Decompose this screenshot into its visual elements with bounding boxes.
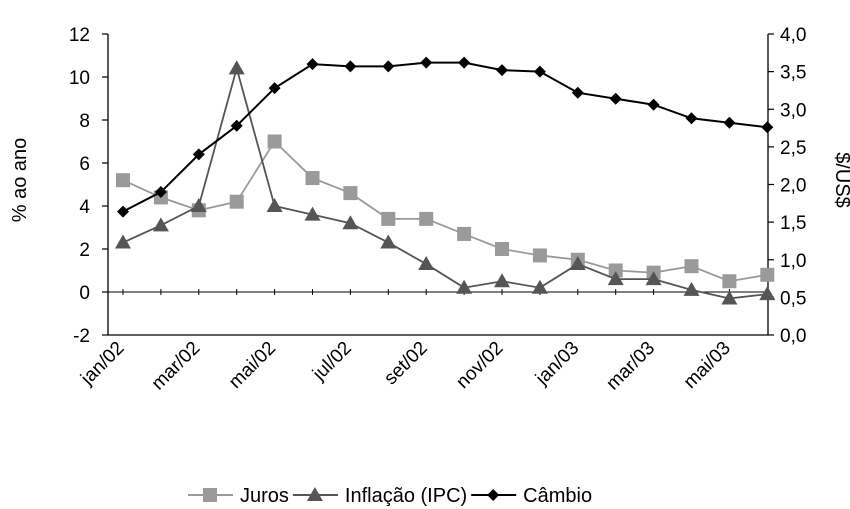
- legend-marker-diamond: [487, 489, 500, 501]
- legend-label-triangle: Inflação (IPC): [345, 485, 467, 507]
- y-left-tick-label: 6: [79, 154, 90, 175]
- data-point-triangle: [152, 217, 169, 232]
- x-tick-label: mai/02: [225, 338, 280, 393]
- data-point-triangle: [721, 290, 738, 305]
- data-point-triangle: [683, 281, 700, 296]
- data-point-square: [419, 211, 434, 226]
- y-axis-right-label: $/US$: [831, 152, 850, 208]
- y-right-tick-label: 0,5: [780, 288, 806, 309]
- data-point-diamond: [761, 121, 774, 134]
- x-tick-label: set/02: [380, 338, 431, 389]
- legend-label-square: Juros: [240, 485, 289, 507]
- data-point-triangle: [266, 198, 283, 212]
- data-point-diamond: [306, 58, 319, 71]
- series-layer: [115, 56, 776, 305]
- data-point-square: [305, 171, 320, 186]
- data-point-square: [532, 248, 547, 263]
- data-point-triangle: [304, 206, 321, 221]
- x-tick-label: jan/03: [531, 338, 583, 390]
- data-point-triangle: [645, 271, 662, 286]
- data-point-diamond: [154, 186, 167, 199]
- data-point-triangle: [380, 234, 397, 249]
- data-point-diamond: [685, 112, 698, 125]
- legend-label-diamond: Câmbio: [523, 485, 592, 507]
- axes: -2 0 2 4 6 8 10 12 0,0 0,5 1,0 1,5 2,0 2,5 3,0 3,5 4,0 ja…: [69, 25, 807, 394]
- data-point-square: [116, 173, 130, 188]
- data-point-triangle: [607, 271, 624, 286]
- data-point-diamond: [496, 64, 508, 77]
- y-left-tick-label: 2: [79, 240, 90, 261]
- data-point-square: [343, 186, 358, 201]
- left-axis-title: % ao ano: [9, 138, 31, 223]
- data-point-triangle: [342, 215, 359, 230]
- y-right-tick-label: 3,0: [780, 100, 806, 121]
- right-axis-title: $/US$: [831, 152, 850, 208]
- data-point-triangle: [531, 279, 548, 294]
- data-point-triangle: [418, 256, 435, 271]
- y-left-tick-label: 0: [79, 283, 90, 304]
- y-right-tick-label: 4,0: [780, 25, 806, 46]
- y-right-tick-label: 1,0: [780, 251, 806, 272]
- data-point-diamond: [344, 60, 357, 73]
- data-point-diamond: [117, 205, 129, 218]
- data-point-diamond: [723, 116, 736, 129]
- data-point-triangle: [569, 256, 586, 271]
- x-tick-label: mar/03: [602, 338, 659, 395]
- data-point-diamond: [268, 82, 281, 95]
- y-left-tick-label: 12: [69, 25, 90, 46]
- x-tick-label: jul/02: [308, 338, 356, 386]
- x-tick-label: mai/03: [680, 338, 735, 393]
- legend-marker-triangle: [306, 487, 323, 501]
- legend: Juros Inflação (IPC) Câmbio: [188, 485, 592, 507]
- data-point-square: [608, 263, 623, 278]
- data-point-diamond: [571, 86, 584, 99]
- x-tick-label: mar/02: [148, 338, 205, 395]
- y-right-tick-label: 0,0: [780, 326, 806, 347]
- x-tick-label: nov/02: [452, 338, 507, 393]
- data-point-triangle: [456, 279, 473, 294]
- data-point-square: [267, 134, 282, 149]
- data-point-diamond: [382, 60, 395, 73]
- y-right-tick-label: 2,5: [780, 138, 806, 159]
- data-point-triangle: [228, 60, 245, 75]
- data-point-diamond: [230, 119, 243, 132]
- data-point-diamond: [420, 56, 433, 69]
- y-axis-left-label: % ao ano: [9, 138, 31, 223]
- data-point-diamond: [458, 56, 471, 69]
- data-point-square: [457, 226, 472, 241]
- data-point-triangle: [115, 234, 131, 249]
- y-left-tick-label: 10: [69, 68, 90, 89]
- data-point-diamond: [647, 98, 660, 111]
- data-point-diamond: [609, 92, 622, 105]
- data-point-triangle: [759, 286, 776, 301]
- y-right-tick-label: 3,5: [780, 63, 806, 84]
- data-point-square: [229, 194, 244, 209]
- data-point-diamond: [192, 148, 205, 161]
- data-point-square: [381, 211, 396, 226]
- y-right-tick-label: 1,5: [780, 213, 806, 234]
- data-point-square: [760, 267, 775, 282]
- data-point-triangle: [494, 273, 510, 288]
- legend-marker-square: [203, 488, 217, 502]
- series-line-diamond: [122, 61, 768, 213]
- data-point-square: [495, 242, 509, 256]
- data-point-triangle: [190, 198, 207, 212]
- series-line-triangle: [122, 65, 768, 300]
- data-point-square: [684, 259, 699, 274]
- series-line-square: [122, 140, 768, 283]
- data-point-diamond: [533, 65, 546, 78]
- data-point-square: [722, 274, 737, 289]
- y-left-tick-label: 8: [79, 111, 90, 132]
- y-left-tick-label: -2: [73, 326, 90, 347]
- y-right-tick-label: 2,0: [780, 176, 806, 197]
- y-left-tick-label: 4: [79, 197, 90, 218]
